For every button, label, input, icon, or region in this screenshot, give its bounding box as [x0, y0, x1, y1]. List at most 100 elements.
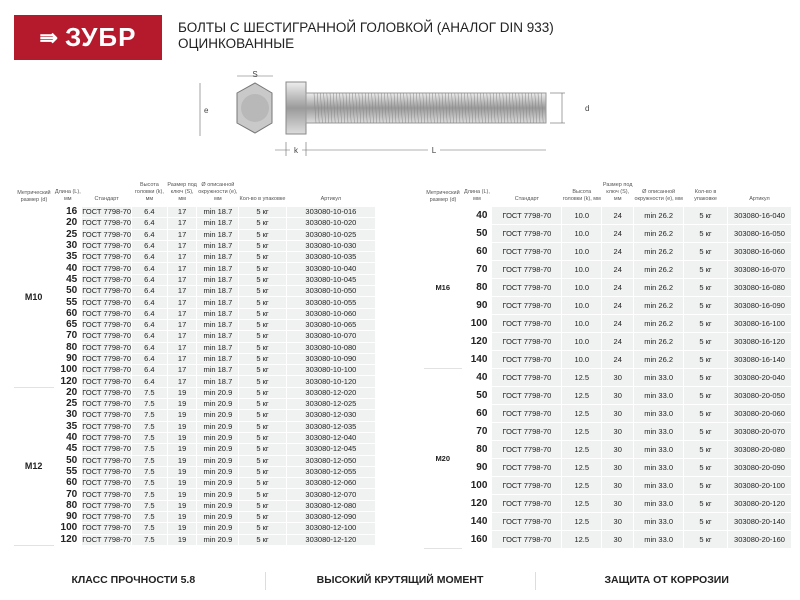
table-row: 100 ГОСТ 7798-70 10.0 24 min 26.2 5 кг 303080-…	[424, 314, 793, 333]
standard-cell: ГОСТ 7798-70	[81, 398, 133, 411]
table-row: 40 ГОСТ 7798-70 6.4 17 min 18.7 5 кг 303080-10…	[14, 262, 377, 275]
package-qty-cell: 5 кг	[238, 375, 287, 388]
package-qty-cell: 5 кг	[238, 522, 287, 535]
table-row: 70 ГОСТ 7798-70 7.5 19 min 20.9 5 кг 303080-12…	[14, 488, 377, 501]
circumscribed-diameter-cell: min 26.2	[633, 206, 685, 225]
circumscribed-diameter-cell: min 20.9	[196, 533, 240, 546]
standard-cell: ГОСТ 7798-70	[81, 443, 133, 456]
article-cell: 303080-12-035	[285, 420, 377, 433]
standard-cell: ГОСТ 7798-70	[81, 499, 133, 513]
standard-cell: ГОСТ 7798-70	[81, 409, 133, 422]
column-header: Стандарт	[514, 196, 539, 202]
head-height-cell: 12.5	[561, 512, 603, 531]
length-cell: 20	[53, 386, 83, 400]
circumscribed-diameter-cell: min 20.9	[196, 499, 240, 513]
head-height-cell: 10.0	[561, 314, 603, 333]
standard-cell: ГОСТ 7798-70	[81, 330, 133, 343]
article-cell: 303080-10-055	[285, 296, 377, 309]
head-height-cell: 6.4	[131, 307, 168, 320]
length-cell: 60	[53, 307, 83, 320]
head-height-cell: 7.5	[131, 386, 168, 400]
table-row: 120 ГОСТ 7798-70 12.5 30 min 33.0 5 кг 303080-…	[424, 494, 793, 513]
circumscribed-diameter-cell: min 20.9	[196, 431, 240, 445]
article-cell: 303080-16-040	[726, 206, 793, 225]
article-cell: 303080-10-090	[285, 352, 377, 366]
article-cell: 303080-12-100	[285, 522, 377, 535]
head-height-cell: 7.5	[131, 488, 168, 501]
wrench-size-cell: 17	[166, 205, 198, 219]
head-height-cell: 6.4	[131, 262, 168, 275]
standard-cell: ГОСТ 7798-70	[491, 440, 563, 459]
column-header: Длина (L), мм	[464, 189, 490, 202]
package-qty-cell: 5 кг	[238, 431, 287, 445]
package-qty-cell: 5 кг	[238, 499, 287, 513]
head-height-cell: 10.0	[561, 206, 603, 225]
package-qty-cell: 5 кг	[683, 530, 728, 549]
head-height-cell: 6.4	[131, 285, 168, 298]
package-qty-cell: 5 кг	[683, 332, 728, 351]
length-cell: 60	[461, 404, 493, 423]
title-line-1: БОЛТЫ С ШЕСТИГРАННОЙ ГОЛОВКОЙ (АНАЛОГ DI…	[178, 20, 554, 35]
circumscribed-diameter-cell: min 33.0	[633, 404, 685, 423]
head-height-cell: 12.5	[561, 476, 603, 495]
table-row: 60 ГОСТ 7798-70 6.4 17 min 18.7 5 кг 303080-10…	[14, 307, 377, 320]
metric-size-cell: M12	[14, 387, 54, 546]
length-cell: 50	[53, 285, 83, 298]
circumscribed-diameter-cell: min 33.0	[633, 512, 685, 531]
package-qty-cell: 5 кг	[683, 368, 728, 387]
table-row: 120 ГОСТ 7798-70 6.4 17 min 18.7 5 кг 303080-1…	[14, 375, 377, 388]
standard-cell: ГОСТ 7798-70	[81, 352, 133, 366]
wrench-size-cell: 19	[166, 477, 198, 490]
article-cell: 303080-20-090	[726, 458, 793, 477]
article-cell: 303080-12-060	[285, 477, 377, 490]
standard-cell: ГОСТ 7798-70	[81, 262, 133, 275]
standard-cell: ГОСТ 7798-70	[491, 458, 563, 477]
standard-cell: ГОСТ 7798-70	[491, 278, 563, 297]
standard-cell: ГОСТ 7798-70	[491, 350, 563, 369]
wrench-size-cell: 17	[166, 307, 198, 320]
wrench-size-cell: 30	[601, 422, 635, 441]
column-header: Длина (L), мм	[54, 189, 81, 202]
brand-logo: ⇛ ЗУБР	[14, 15, 162, 60]
length-cell: 40	[53, 431, 83, 445]
wrench-size-cell: 24	[601, 332, 635, 351]
table-row: 70 ГОСТ 7798-70 6.4 17 min 18.7 5 кг 303080-10…	[14, 330, 377, 343]
head-height-cell: 6.4	[131, 205, 168, 219]
package-qty-cell: 5 кг	[683, 458, 728, 477]
article-cell: 303080-10-020	[285, 217, 377, 230]
package-qty-cell: 5 кг	[238, 409, 287, 422]
article-cell: 303080-10-065	[285, 318, 377, 332]
package-qty-cell: 5 кг	[683, 278, 728, 297]
circumscribed-diameter-cell: min 20.9	[196, 398, 240, 411]
column-header: Ø описанной окружности (e), мм	[198, 182, 238, 202]
wrench-size-cell: 24	[601, 224, 635, 243]
standard-cell: ГОСТ 7798-70	[81, 318, 133, 332]
length-cell: 45	[53, 273, 83, 287]
wrench-size-cell: 17	[166, 341, 198, 354]
standard-cell: ГОСТ 7798-70	[491, 476, 563, 495]
article-cell: 303080-20-160	[726, 530, 793, 549]
length-cell: 30	[53, 409, 83, 422]
table-row: 50 ГОСТ 7798-70 7.5 19 min 20.9 5 кг 303080-12…	[14, 454, 377, 467]
package-qty-cell: 5 кг	[683, 476, 728, 495]
table-row: 80 ГОСТ 7798-70 6.4 17 min 18.7 5 кг 303080-10…	[14, 341, 377, 354]
package-qty-cell: 5 кг	[683, 350, 728, 369]
wrench-size-cell: 19	[166, 499, 198, 513]
wrench-size-cell: 30	[601, 476, 635, 495]
standard-cell: ГОСТ 7798-70	[81, 273, 133, 287]
package-qty-cell: 5 кг	[683, 260, 728, 279]
circumscribed-diameter-cell: min 33.0	[633, 476, 685, 495]
table-row: 30 ГОСТ 7798-70 6.4 17 min 18.7 5 кг 303080-10…	[14, 239, 377, 253]
wrench-size-cell: 17	[166, 251, 198, 264]
article-cell: 303080-16-140	[726, 350, 793, 369]
standard-cell: ГОСТ 7798-70	[81, 296, 133, 309]
length-cell: 80	[461, 278, 493, 297]
table-row: 160 ГОСТ 7798-70 12.5 30 min 33.0 5 кг 303080-…	[424, 530, 793, 549]
head-height-cell: 7.5	[131, 420, 168, 433]
circumscribed-diameter-cell: min 18.7	[196, 352, 240, 366]
head-height-cell: 12.5	[561, 458, 603, 477]
length-cell: 80	[53, 341, 83, 354]
head-height-cell: 6.4	[131, 296, 168, 309]
circumscribed-diameter-cell: min 18.7	[196, 330, 240, 343]
wrench-size-cell: 19	[166, 511, 198, 524]
